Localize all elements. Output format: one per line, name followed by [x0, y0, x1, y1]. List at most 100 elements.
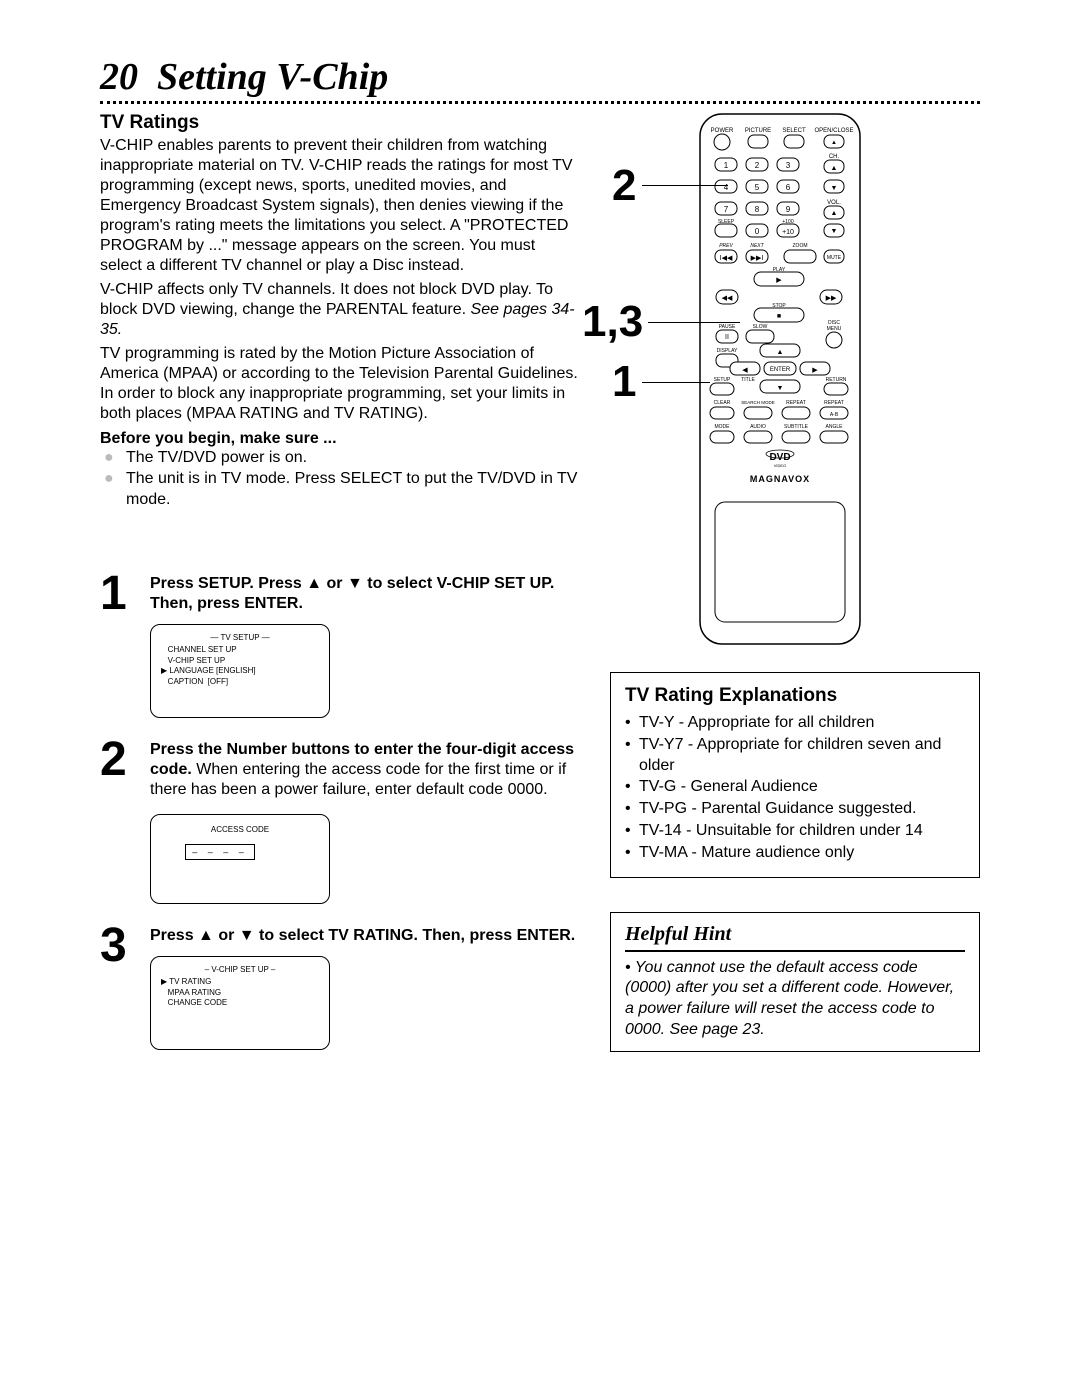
svg-text:7: 7 [724, 205, 729, 214]
svg-text:ZOOM: ZOOM [793, 243, 808, 249]
svg-text:PICTURE: PICTURE [745, 128, 771, 134]
step-3-screen-title: – V-CHIP SET UP – [161, 965, 319, 974]
lbl-power: POWER [711, 128, 734, 134]
svg-text:PREV: PREV [719, 243, 733, 249]
callout-1: 1 [612, 360, 636, 404]
callout-2: 2 [612, 164, 636, 208]
step-3-body: Press ▲ or ▼ to select TV RATING. Then, … [150, 922, 580, 1050]
right-lower: TV Rating Explanations TV-Y - Appropriat… [610, 672, 980, 1052]
svg-text:SETUP: SETUP [714, 377, 731, 383]
svg-text:VIDEO: VIDEO [774, 463, 786, 468]
svg-text:AUDIO: AUDIO [750, 424, 766, 430]
hint-title: Helpful Hint [625, 923, 965, 946]
svg-text:6: 6 [786, 183, 791, 192]
rating-tv14: TV-14 - Unsuitable for children under 14 [625, 821, 965, 842]
step-2-screen: ACCESS CODE – – – – [150, 814, 330, 904]
svg-text:SUBTITLE: SUBTITLE [784, 424, 809, 430]
rating-tvma: TV-MA - Mature audience only [625, 843, 965, 864]
svg-text:RETURN: RETURN [826, 377, 847, 383]
step-1-screen-lines: CHANNEL SET UP V-CHIP SET UP ▶ LANGUAGE … [161, 645, 319, 687]
page-title: 20 Setting V-Chip [100, 55, 980, 99]
svg-text:ENTER: ENTER [770, 367, 791, 373]
access-dashes: – – – – [185, 844, 255, 860]
step-3: 3 Press ▲ or ▼ to select TV RATING. Then… [100, 922, 580, 1050]
svg-text:▼: ▼ [831, 185, 838, 192]
svg-text:0: 0 [755, 227, 760, 236]
step-3-screen-lines: ▶ TV RATING MPAA RATING CHANGE CODE [161, 977, 319, 1008]
step-1-bold: Press SETUP. Press ▲ or ▼ to select V-CH… [150, 575, 554, 612]
before-heading: Before you begin, make sure ... [100, 430, 580, 448]
svg-text:▶: ▶ [812, 367, 818, 374]
page-number: 20 [100, 56, 138, 98]
step-3-bold: Press ▲ or ▼ to select TV RATING. Then, … [150, 927, 575, 944]
ratings-box: TV Rating Explanations TV-Y - Appropriat… [610, 672, 980, 878]
svg-text:MUTE: MUTE [827, 255, 842, 261]
rating-tvy: TV-Y - Appropriate for all children [625, 713, 965, 734]
svg-text:◀◀: ◀◀ [722, 295, 733, 302]
rating-tvg: TV-G - General Audience [625, 777, 965, 798]
callout-13: 1,3 [582, 300, 643, 344]
hint-box: Helpful Hint You cannot use the default … [610, 912, 980, 1052]
svg-text:PLAY: PLAY [773, 267, 786, 273]
svg-text:A-B: A-B [830, 412, 839, 418]
svg-text:▼: ▼ [831, 228, 838, 235]
svg-text:▼: ▼ [777, 385, 784, 392]
right-column: 2 1,3 1 POWER PICTURE SELECT OPEN/CLOSE … [610, 112, 980, 1068]
step-1-num: 1 [100, 570, 150, 718]
bullet-1: The TV/DVD power is on. [100, 448, 580, 469]
step-2-num: 2 [100, 736, 150, 904]
bullet-2: The unit is in TV mode. Press SELECT to … [100, 469, 580, 511]
svg-text:▲: ▲ [831, 140, 837, 146]
svg-text:CLEAR: CLEAR [714, 400, 731, 406]
para-3: TV programming is rated by the Motion Pi… [100, 344, 580, 424]
step-2: 2 Press the Number buttons to enter the … [100, 736, 580, 904]
tv-ratings-heading: TV Ratings [100, 112, 580, 134]
access-title: ACCESS CODE [161, 825, 319, 834]
step-1-body: Press SETUP. Press ▲ or ▼ to select V-CH… [150, 570, 580, 718]
svg-text:TITLE: TITLE [741, 377, 755, 383]
svg-text:MODE: MODE [715, 424, 731, 430]
left-column: TV Ratings V-CHIP enables parents to pre… [100, 112, 580, 1068]
svg-text:◀: ◀ [742, 367, 748, 374]
svg-text:SEARCH MODE: SEARCH MODE [741, 400, 775, 405]
steps: 1 Press SETUP. Press ▲ or ▼ to select V-… [100, 570, 580, 1050]
svg-text:+10: +10 [782, 229, 794, 236]
svg-text:▲: ▲ [831, 210, 838, 217]
step-3-screen: – V-CHIP SET UP – ▶ TV RATING MPAA RATIN… [150, 956, 330, 1050]
svg-text:NEXT: NEXT [750, 243, 764, 249]
step-3-text: Press ▲ or ▼ to select TV RATING. Then, … [150, 926, 580, 946]
svg-text:SELECT: SELECT [782, 128, 806, 134]
svg-text:REPEAT: REPEAT [824, 400, 844, 406]
svg-text:SLOW: SLOW [753, 324, 768, 330]
para-2: V-CHIP affects only TV channels. It does… [100, 280, 580, 340]
content-columns: TV Ratings V-CHIP enables parents to pre… [100, 112, 980, 1068]
svg-text:▲: ▲ [831, 165, 838, 172]
step-2-body: Press the Number buttons to enter the fo… [150, 736, 580, 904]
hint-text: You cannot use the default access code (… [625, 958, 965, 1041]
step-2-rest: When entering the access code for the fi… [150, 761, 566, 798]
svg-text:9: 9 [786, 205, 791, 214]
before-bullets: The TV/DVD power is on. The unit is in T… [100, 448, 580, 510]
svg-text:8: 8 [755, 205, 760, 214]
svg-text:2: 2 [755, 161, 760, 170]
rating-tvy7: TV-Y7 - Appropriate for children seven a… [625, 735, 965, 777]
svg-text:▶▶: ▶▶ [826, 295, 837, 302]
page-title-text: Setting V-Chip [157, 56, 388, 98]
svg-text:▲: ▲ [777, 349, 784, 356]
svg-text:VOL.: VOL. [827, 200, 841, 206]
svg-text:OPEN/CLOSE: OPEN/CLOSE [814, 128, 853, 134]
svg-text:■: ■ [777, 313, 781, 320]
remote-illustration: 2 1,3 1 POWER PICTURE SELECT OPEN/CLOSE … [660, 112, 990, 657]
svg-text:ANGLE: ANGLE [826, 424, 844, 430]
svg-text:CH.: CH. [829, 154, 840, 160]
svg-text:I◀◀: I◀◀ [720, 255, 733, 262]
svg-text:MAGNAVOX: MAGNAVOX [750, 474, 810, 484]
ratings-title: TV Rating Explanations [625, 685, 965, 707]
step-1-screen-title: — TV SETUP — [161, 633, 319, 642]
svg-text:▶: ▶ [776, 277, 782, 284]
rating-tvpg: TV-PG - Parental Guidance suggested. [625, 799, 965, 820]
svg-text:STOP: STOP [772, 303, 786, 309]
step-1-screen: — TV SETUP — CHANNEL SET UP V-CHIP SET U… [150, 624, 330, 718]
svg-text:▶▶I: ▶▶I [751, 255, 764, 262]
callout-2-line [642, 185, 728, 186]
